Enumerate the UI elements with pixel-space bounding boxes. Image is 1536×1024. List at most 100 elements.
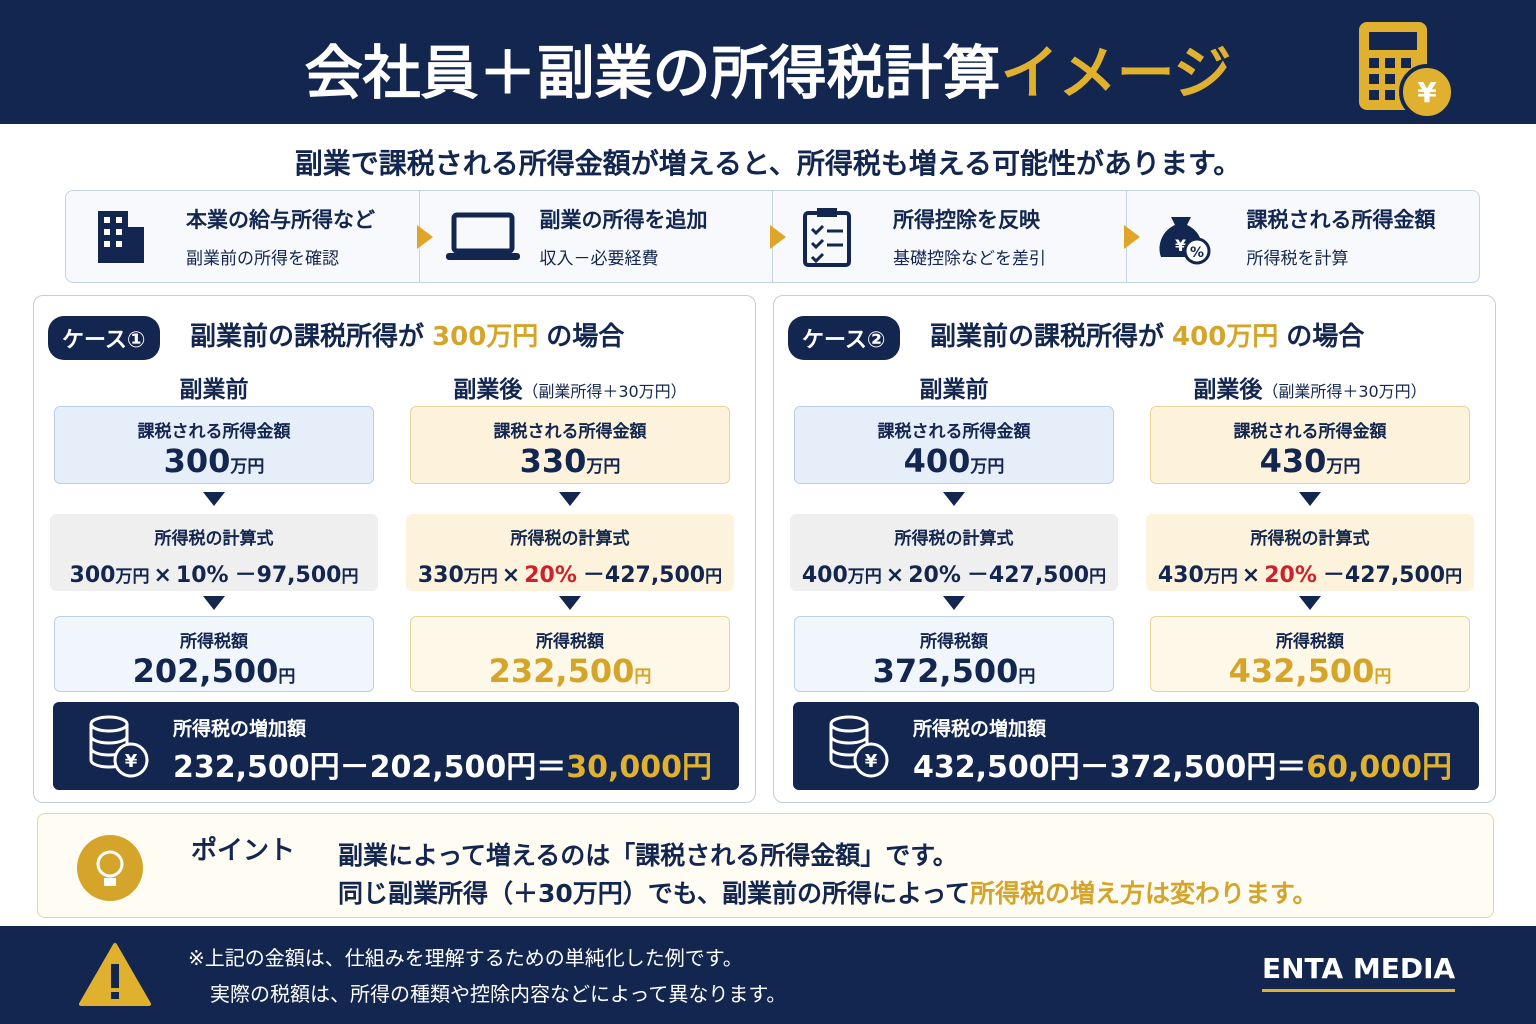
- income-label: 課税される所得金額: [137, 422, 291, 442]
- heading-suffix: の場合: [1286, 322, 1365, 352]
- coins-icon: ¥: [829, 715, 889, 778]
- increase-formula: 432,500円－372,500円＝: [913, 750, 1307, 785]
- step-icon: [98, 210, 144, 263]
- formula-box: 所得税の計算式 430万円 × 20% －427,500円: [1146, 514, 1474, 591]
- increase-label: 所得税の増加額: [913, 718, 1047, 740]
- formula-base-unit: 万円: [847, 567, 882, 587]
- formula: 400万円 × 20% －427,500円: [790, 557, 1118, 589]
- step-text: 副業の所得を追加収入－必要経費: [540, 204, 708, 269]
- income-unit: 万円: [586, 457, 621, 477]
- tax-value: 202,500円: [55, 652, 373, 690]
- step-text: 課税される所得金額 所得税を計算: [1247, 204, 1436, 269]
- warning-icon: [79, 943, 151, 1006]
- step-arrow: [416, 225, 433, 249]
- steps: 本業の給与所得など 副業前の所得を確認 副業の所得を追加収入－必要経費 所得控除を反映…: [65, 190, 1480, 283]
- case-badge: ケース①: [48, 316, 160, 360]
- tax-unit: 円: [634, 667, 652, 687]
- before-label: 副業前: [919, 377, 989, 403]
- formula-rate: 10%: [175, 563, 229, 588]
- step-text: 所得控除を反映 基礎控除などを差引: [893, 204, 1046, 269]
- before-label: 副業前: [179, 377, 249, 403]
- income-unit: 万円: [230, 457, 265, 477]
- step-arrow: [770, 225, 786, 249]
- tax-number: 372,500: [872, 652, 1019, 690]
- point-line2-text: 同じ副業所得（＋30万円）でも、副業前の所得によって: [338, 879, 971, 908]
- formula-rest-unit: 円: [1089, 567, 1107, 587]
- income-unit: 万円: [1326, 457, 1361, 477]
- formula-times: ×: [153, 563, 172, 588]
- tax-number: 432,500: [1228, 652, 1375, 690]
- income-label: 課税される所得金額: [877, 422, 1031, 442]
- step-title: 副業の所得を追加: [539, 208, 708, 232]
- increase-formula: 232,500円－202,500円＝: [173, 750, 567, 785]
- income-box: 課税される所得金額 400万円: [794, 406, 1114, 484]
- svg-text:¥: ¥: [865, 751, 878, 772]
- formula-rate: 20%: [908, 563, 961, 588]
- tax-box: 所得税額 432,500円: [1150, 616, 1470, 692]
- formula-times: ×: [885, 563, 905, 588]
- formula-box: 所得税の計算式 300万円 × 10% －97,500円: [50, 514, 378, 591]
- income-number: 430: [1259, 442, 1327, 480]
- income-number: 330: [519, 442, 587, 480]
- svg-text:¥: ¥: [1417, 76, 1437, 109]
- bulb-icon: [77, 835, 143, 901]
- formula-label: 所得税の計算式: [894, 529, 1014, 549]
- formula-label: 所得税の計算式: [510, 529, 630, 549]
- income-number: 400: [903, 442, 971, 480]
- after-note: （副業所得＋30万円）: [522, 382, 687, 401]
- increase-label: 所得税の増加額: [173, 718, 307, 740]
- arrow-down: [1299, 492, 1321, 506]
- increase-result: 60,000円: [1306, 750, 1453, 785]
- tax-value: 232,500円: [411, 652, 729, 690]
- increase-bar: ¥ 所得税の増加額 232,500円－202,500円＝30,000円: [53, 702, 739, 790]
- tax-box: 所得税額 372,500円: [794, 616, 1114, 692]
- calculator-icon: ¥: [1359, 22, 1455, 120]
- step: 本業の給与所得など 副業前の所得を確認: [66, 191, 433, 282]
- step-icon: ¥%: [1159, 216, 1210, 264]
- heading-prefix: 副業前の課税所得が: [930, 322, 1165, 352]
- tax-value: 372,500円: [795, 652, 1113, 690]
- formula-times: ×: [501, 563, 521, 588]
- heading-suffix: の場合: [546, 322, 625, 352]
- formula: 430万円 × 20% －427,500円: [1146, 557, 1474, 589]
- income-label: 課税される所得金額: [1233, 422, 1387, 442]
- formula-rest: －427,500: [966, 563, 1090, 588]
- income-value: 300万円: [55, 442, 373, 480]
- income-unit: 万円: [970, 457, 1005, 477]
- tax-number: 232,500: [488, 652, 635, 690]
- arrow-down: [1299, 596, 1321, 610]
- increase-bar: ¥ 所得税の増加額 432,500円－372,500円＝60,000円: [793, 702, 1479, 790]
- formula-rest-unit: 円: [341, 567, 359, 587]
- step-arrow: [1123, 225, 1140, 249]
- heading-prefix: 副業前の課税所得が: [190, 322, 425, 352]
- point: ポイント 副業によって増えるのは「課税される所得金額」です。 同じ副業所得（＋3…: [37, 813, 1494, 918]
- formula-base: 330: [417, 563, 464, 588]
- svg-text:%: %: [1189, 245, 1203, 261]
- tax-number: 202,500: [132, 652, 279, 690]
- tax-label: 所得税額: [180, 632, 248, 652]
- tax-label: 所得税額: [536, 632, 604, 652]
- step: ¥% 課税される所得金額 所得税を計算: [1127, 191, 1480, 282]
- tax-label: 所得税額: [920, 632, 988, 652]
- case-badge: ケース②: [788, 316, 900, 360]
- increase-result: 30,000円: [566, 750, 713, 785]
- formula-rest: －427,500: [1322, 563, 1446, 588]
- point-line1: 副業によって増えるのは「課税される所得金額」です。: [338, 841, 958, 870]
- coins-icon: ¥: [89, 715, 149, 778]
- arrow-down: [203, 596, 225, 610]
- formula-box: 所得税の計算式 400万円 × 20% －427,500円: [790, 514, 1118, 591]
- svg-text:¥: ¥: [125, 751, 138, 772]
- tax-unit: 円: [1374, 667, 1392, 687]
- title-main: 会社員＋副業の所得税計算: [304, 39, 1001, 107]
- income-number: 300: [163, 442, 231, 480]
- formula-rate: 20%: [524, 563, 577, 588]
- footer-note1: ※上記の金額は、仕組みを理解するための単純化した例です。: [188, 946, 743, 970]
- title: 会社員＋副業の所得税計算イメージ: [0, 26, 1536, 110]
- case-heading: 副業前の課税所得が 400万円 の場合: [930, 316, 1364, 353]
- step-title: 課税される所得金額: [1246, 208, 1436, 232]
- formula-box: 所得税の計算式 330万円 × 20% －427,500円: [406, 514, 734, 591]
- step-text: 本業の給与所得など 副業前の所得を確認: [186, 204, 375, 269]
- income-label: 課税される所得金額: [493, 422, 647, 442]
- step-sub: 収入－必要経費: [539, 249, 659, 269]
